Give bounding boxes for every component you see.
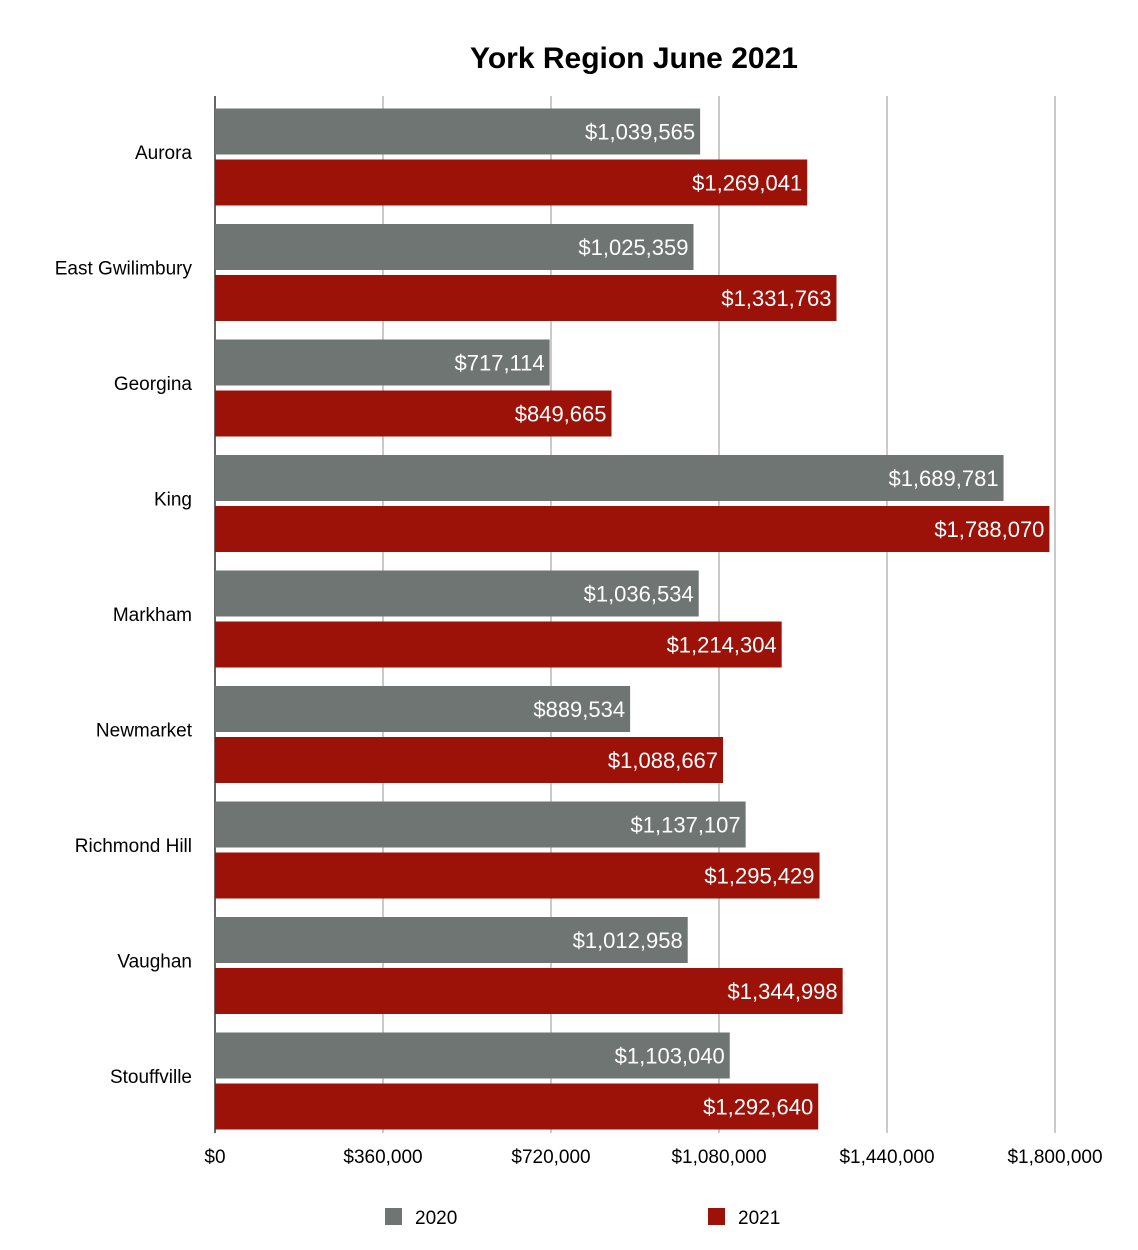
bar-2021 <box>215 390 612 437</box>
data-label: $1,689,781 <box>888 466 998 491</box>
bar-2020 <box>215 224 694 270</box>
category-label: East Gwilimbury <box>55 259 193 280</box>
category-label: King <box>154 490 192 511</box>
data-label: $849,665 <box>515 402 607 427</box>
data-label: $1,137,107 <box>631 813 741 838</box>
bar-2020 <box>215 917 688 963</box>
data-label: $1,025,359 <box>578 235 688 260</box>
data-label: $1,295,429 <box>704 864 814 889</box>
category-label: Markham <box>113 605 192 626</box>
data-label: $889,534 <box>533 697 625 722</box>
value-axis: $0 $360,000 $720,000 $1,080,000 $1,440,000 $1… <box>204 1147 1102 1168</box>
category-label: Aurora <box>135 143 192 164</box>
chart-title: York Region June 2021 <box>470 42 798 75</box>
legend-label: 2020 <box>415 1208 457 1229</box>
bar-2021 <box>215 1083 819 1130</box>
bar-2021 <box>215 159 808 206</box>
bar-2021 <box>215 275 837 321</box>
data-label: $1,036,534 <box>584 582 694 607</box>
data-label: $1,012,958 <box>573 928 683 953</box>
bar-2020 <box>215 108 701 155</box>
bar-2021 <box>215 852 820 899</box>
legend-swatch <box>385 1208 402 1225</box>
legend: 2020 2021 <box>385 1208 780 1229</box>
bar-2020 <box>215 570 699 617</box>
bar-2021 <box>215 968 843 1014</box>
category-axis: Aurora East Gwilimbury Georgina King Markham… <box>55 143 193 1088</box>
bar-2020 <box>215 801 746 848</box>
x-tick-label: $0 <box>204 1147 225 1168</box>
category-label: Newmarket <box>96 721 193 742</box>
legend-label: 2021 <box>738 1208 780 1229</box>
bar-2021 <box>215 621 782 668</box>
category-label: Richmond Hill <box>75 836 192 857</box>
bar-2020 <box>215 339 550 386</box>
data-labels: $1,039,565 $1,269,041 $1,025,359 $1,331,763… <box>455 120 1045 1120</box>
x-tick-label: $1,800,000 <box>1007 1147 1102 1168</box>
bars <box>215 108 1050 1130</box>
data-label: $717,114 <box>455 351 545 376</box>
category-label: Stouffville <box>110 1067 192 1088</box>
legend-swatch <box>708 1208 725 1225</box>
data-label: $1,103,040 <box>615 1044 725 1069</box>
x-tick-label: $720,000 <box>511 1147 590 1168</box>
data-label: $1,039,565 <box>585 120 695 145</box>
bar-2021 <box>215 737 724 783</box>
category-label: Georgina <box>114 374 193 395</box>
bar-2021 <box>215 506 1050 552</box>
x-tick-label: $1,440,000 <box>839 1147 934 1168</box>
data-label: $1,331,763 <box>721 286 831 311</box>
category-label: Vaughan <box>117 952 192 973</box>
data-label: $1,292,640 <box>703 1095 813 1120</box>
data-label: $1,269,041 <box>692 171 802 196</box>
bar-2020 <box>215 1032 730 1079</box>
data-label: $1,344,998 <box>728 979 838 1004</box>
x-tick-label: $360,000 <box>343 1147 422 1168</box>
data-label: $1,788,070 <box>934 517 1044 542</box>
bar-2020 <box>215 455 1004 501</box>
bar-2020 <box>215 686 631 732</box>
data-label: $1,088,667 <box>608 748 718 773</box>
data-label: $1,214,304 <box>667 633 777 658</box>
x-tick-label: $1,080,000 <box>671 1147 766 1168</box>
